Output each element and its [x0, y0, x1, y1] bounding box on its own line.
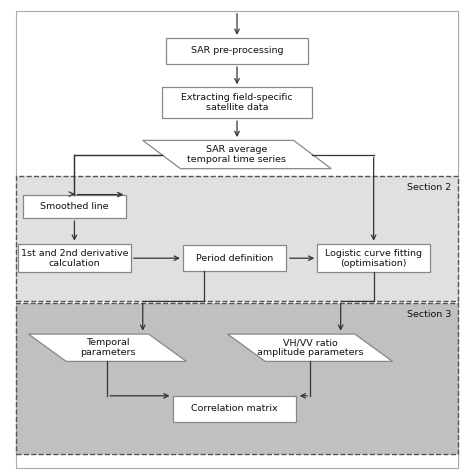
Text: 1st and 2nd derivative
calculation: 1st and 2nd derivative calculation	[21, 248, 128, 268]
Text: Logistic curve fitting
(optimisation): Logistic curve fitting (optimisation)	[325, 248, 422, 268]
Polygon shape	[28, 334, 186, 361]
Text: Correlation matrix: Correlation matrix	[191, 404, 278, 413]
Text: Temporal
parameters: Temporal parameters	[80, 338, 135, 357]
FancyBboxPatch shape	[173, 396, 296, 422]
Text: Section 3: Section 3	[407, 310, 451, 319]
Text: Extracting field-specific
satellite data: Extracting field-specific satellite data	[181, 93, 293, 112]
Text: VH/VV ratio
amplitude parameters: VH/VV ratio amplitude parameters	[257, 338, 363, 357]
FancyBboxPatch shape	[18, 244, 131, 273]
Polygon shape	[228, 334, 392, 361]
FancyBboxPatch shape	[23, 195, 126, 218]
Text: Section 2: Section 2	[407, 183, 451, 192]
FancyBboxPatch shape	[183, 245, 286, 271]
FancyBboxPatch shape	[16, 11, 458, 468]
FancyBboxPatch shape	[16, 176, 458, 301]
Text: SAR average
temporal time series: SAR average temporal time series	[188, 145, 286, 164]
FancyBboxPatch shape	[16, 303, 458, 454]
Polygon shape	[143, 140, 331, 169]
FancyBboxPatch shape	[162, 87, 312, 118]
Text: Smoothed line: Smoothed line	[40, 202, 109, 211]
Text: Period definition: Period definition	[196, 254, 273, 263]
FancyBboxPatch shape	[166, 38, 308, 64]
Text: SAR pre-processing: SAR pre-processing	[191, 46, 283, 55]
FancyBboxPatch shape	[317, 244, 430, 273]
